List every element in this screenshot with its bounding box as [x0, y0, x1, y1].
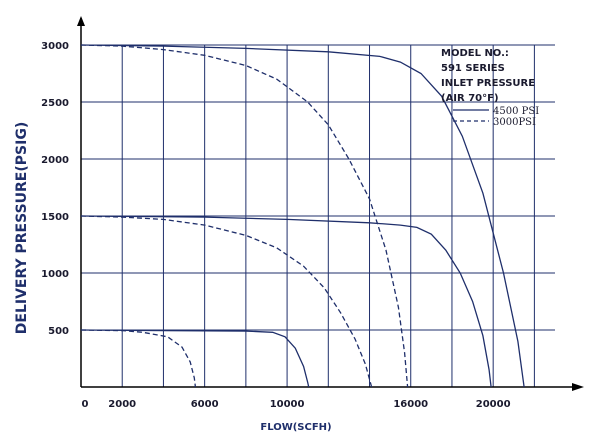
- series-layer: [80, 44, 525, 388]
- y-tick-label: 500: [48, 326, 69, 337]
- legend-label-dashed: 3000PSI: [493, 117, 536, 128]
- y-tick-label: 1500: [41, 212, 69, 223]
- y-tick-label: 2000: [41, 155, 69, 166]
- y-axis-arrow: [77, 16, 85, 26]
- series-line-3-solid: [80, 215, 492, 388]
- series-line-4-dashed: [80, 215, 373, 388]
- x-tick-label: 2000: [108, 399, 136, 410]
- legend-title-line-3: INLET PRESSURE: [441, 78, 535, 89]
- x-axis-title: FLOW(SCFH): [260, 422, 331, 433]
- series-line-2-dashed: [80, 44, 409, 388]
- x-tick-label: 6000: [191, 399, 219, 410]
- x-axis-arrow: [572, 383, 584, 391]
- series-line-6-dashed: [80, 329, 197, 388]
- x-tick-label: 10000: [270, 399, 305, 410]
- tick-labels: 500 1000 1500 2000 2500 3000 0 2000 6000 10000 160…: [41, 41, 510, 410]
- x-tick-label: 20000: [476, 399, 511, 410]
- x-tick-label: 16000: [393, 399, 428, 410]
- y-tick-label: 3000: [41, 41, 69, 52]
- y-axis-title: DELIVERY PRESSURE(PSIG): [14, 122, 30, 334]
- x-tick-label: 0: [82, 399, 89, 410]
- y-tick-label: 1000: [41, 269, 69, 280]
- legend-label-solid: 4500 PSI: [493, 106, 539, 117]
- legend-title-line-4: (AIR 70°F): [441, 93, 499, 104]
- legend: MODEL NO.: 591 SERIES INLET PRESSURE (AI…: [441, 48, 539, 128]
- y-tick-label: 2500: [41, 98, 69, 109]
- legend-title-line-1: MODEL NO.:: [441, 48, 509, 59]
- chart-axes: [77, 16, 584, 391]
- series-line-5-solid: [80, 329, 310, 388]
- series-line-1-solid: [80, 44, 525, 388]
- legend-title-line-2: 591 SERIES: [441, 63, 505, 74]
